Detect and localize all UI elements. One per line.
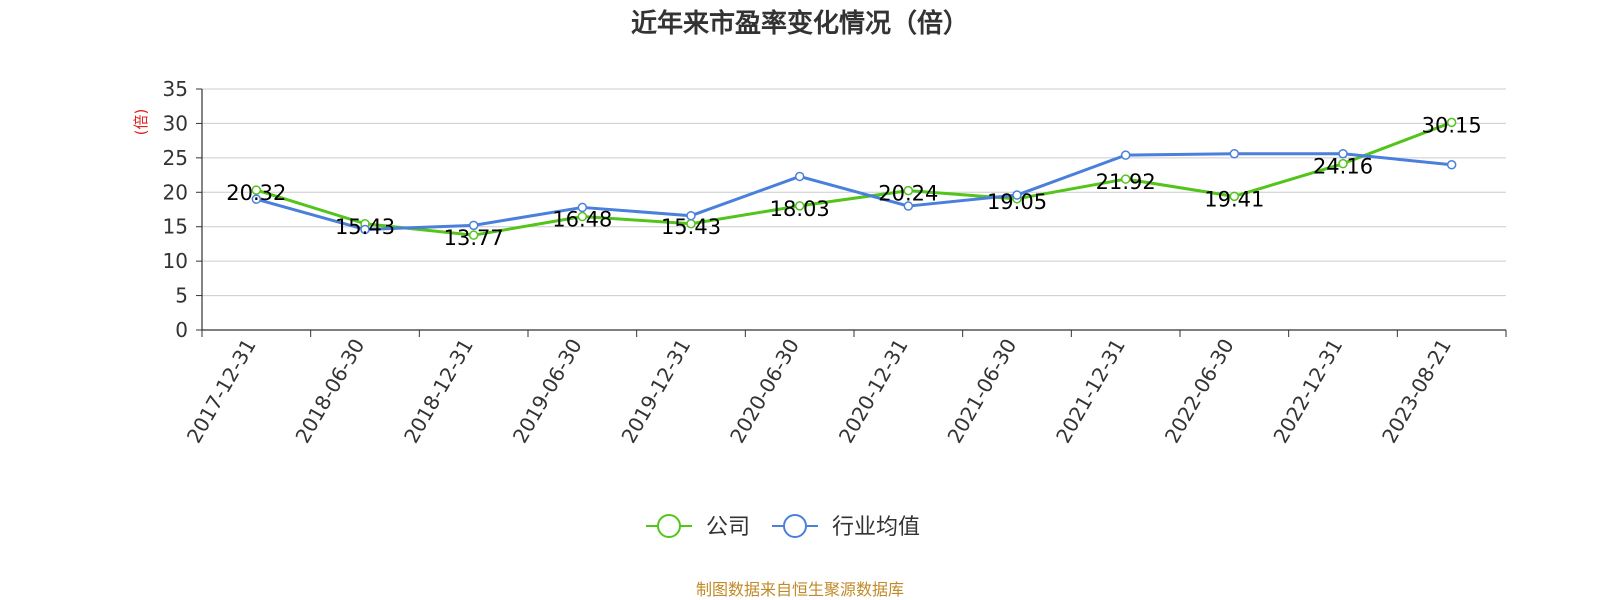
y-tick-label: 20 bbox=[163, 180, 188, 204]
y-axis-label: (倍) bbox=[132, 109, 150, 136]
data-point[interactable] bbox=[1229, 191, 1240, 202]
legend-item-1[interactable]: 行业均值 bbox=[772, 514, 920, 540]
series-lines bbox=[251, 117, 1457, 240]
x-tick-label: 2022-06-30 bbox=[1160, 335, 1239, 448]
legend-label: 公司 bbox=[706, 515, 750, 540]
data-point[interactable] bbox=[577, 211, 588, 222]
series-line-1 bbox=[255, 152, 1452, 231]
series-line-0 bbox=[255, 120, 1453, 237]
data-label: 19.05 bbox=[987, 190, 1047, 214]
data-point[interactable] bbox=[1229, 148, 1240, 159]
data-label: 30.15 bbox=[1422, 113, 1482, 137]
data-source-note: 制图数据来自恒生聚源数据库 bbox=[695, 580, 904, 599]
y-tick-label: 30 bbox=[163, 111, 188, 135]
data-point[interactable] bbox=[251, 194, 262, 204]
x-tick-label: 2021-06-30 bbox=[942, 335, 1021, 448]
x-tick-label: 2018-12-31 bbox=[399, 334, 478, 447]
legend-marker-icon bbox=[783, 514, 807, 538]
data-point[interactable] bbox=[1120, 150, 1131, 160]
data-point[interactable] bbox=[903, 201, 914, 211]
y-tick-label: 15 bbox=[163, 215, 188, 239]
data-labels: 20.32 15.43 13.77 16.48 15.43 18.03 20.24 19.05… bbox=[226, 113, 1481, 250]
data-point[interactable] bbox=[1446, 159, 1457, 170]
data-point[interactable] bbox=[468, 220, 479, 231]
data-point[interactable] bbox=[686, 210, 696, 221]
data-point[interactable] bbox=[1338, 148, 1348, 159]
y-tick-label: 35 bbox=[163, 77, 188, 101]
data-point[interactable] bbox=[794, 171, 805, 182]
data-label: 13.77 bbox=[444, 226, 504, 250]
y-tick-label: 0 bbox=[175, 318, 188, 342]
data-label: 21.92 bbox=[1096, 170, 1156, 194]
data-point[interactable] bbox=[794, 201, 805, 211]
data-label: 24.16 bbox=[1313, 155, 1373, 179]
data-point[interactable] bbox=[577, 202, 588, 213]
data-point[interactable] bbox=[1446, 117, 1457, 128]
data-label: 19.41 bbox=[1204, 187, 1264, 211]
x-tick-label: 2023-08-21 bbox=[1377, 335, 1456, 448]
y-tick-label: 5 bbox=[175, 284, 188, 308]
data-label: 18.03 bbox=[770, 197, 830, 221]
chart-title: 近年来市盈率变化情况（倍） bbox=[630, 9, 969, 39]
legend-marker-icon bbox=[657, 514, 681, 538]
data-label: 20.32 bbox=[226, 181, 286, 205]
data-label: 20.24 bbox=[878, 182, 938, 206]
data-point[interactable] bbox=[903, 185, 914, 196]
data-point[interactable] bbox=[1338, 158, 1348, 169]
data-label: 15.43 bbox=[335, 215, 395, 239]
legend[interactable]: 公司 行业均值 bbox=[646, 514, 920, 540]
data-point[interactable] bbox=[251, 185, 262, 195]
x-tick-label: 2017-12-31 bbox=[182, 335, 261, 448]
data-point[interactable] bbox=[1012, 190, 1022, 200]
x-tick-label: 2019-12-31 bbox=[616, 335, 695, 448]
x-tick-label: 2021-12-31 bbox=[1051, 335, 1130, 448]
legend-label: 行业均值 bbox=[832, 515, 920, 540]
y-tick-label: 10 bbox=[163, 249, 188, 273]
x-tick-label: 2020-12-31 bbox=[834, 334, 913, 447]
y-axis-label-group: (倍) bbox=[132, 109, 150, 136]
x-tick-label: 2020-06-30 bbox=[725, 335, 804, 448]
axes: 0 5 10 15 20 25 30 35 2017-12-31 2018-06-30 2018-1… bbox=[163, 77, 1507, 448]
x-tick-label: 2019-06-30 bbox=[508, 335, 587, 448]
y-tick-label: 25 bbox=[163, 146, 188, 170]
x-tick-label: 2018-06-30 bbox=[290, 335, 369, 448]
data-point[interactable] bbox=[1120, 174, 1131, 184]
legend-item-0[interactable]: 公司 bbox=[646, 514, 750, 540]
data-point[interactable] bbox=[360, 224, 370, 235]
x-tick-label: 2022-12-31 bbox=[1268, 335, 1347, 448]
data-label: 15.43 bbox=[661, 215, 721, 239]
data-label: 16.48 bbox=[552, 208, 612, 232]
data-point[interactable] bbox=[468, 230, 479, 240]
